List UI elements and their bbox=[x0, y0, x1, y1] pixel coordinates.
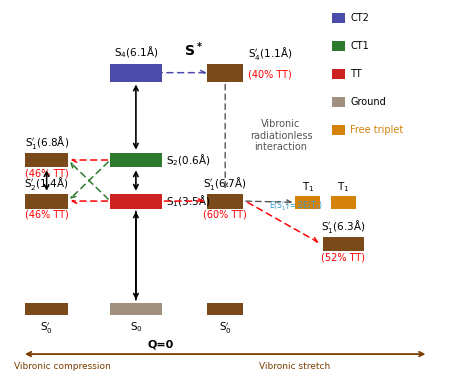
Bar bbox=[110, 194, 161, 209]
Bar bbox=[331, 68, 344, 79]
Text: TT: TT bbox=[350, 69, 361, 79]
Bar bbox=[331, 124, 344, 135]
Text: CT1: CT1 bbox=[350, 41, 368, 51]
Bar bbox=[295, 196, 319, 209]
Text: Vibronic
radiationless
interaction: Vibronic radiationless interaction bbox=[249, 119, 312, 152]
Text: (52% TT): (52% TT) bbox=[321, 253, 365, 262]
Text: CT2: CT2 bbox=[350, 13, 368, 23]
Text: S$_4$(6.1Å): S$_4$(6.1Å) bbox=[114, 44, 158, 60]
Bar bbox=[110, 64, 161, 82]
Text: Ground: Ground bbox=[350, 97, 385, 107]
Bar bbox=[110, 303, 161, 315]
Bar bbox=[207, 64, 243, 82]
Text: S$_1'$(6.3Å): S$_1'$(6.3Å) bbox=[321, 218, 365, 235]
Bar bbox=[25, 303, 68, 315]
Text: Free triplet: Free triplet bbox=[350, 125, 403, 135]
Bar bbox=[331, 97, 344, 107]
Text: Vibronic stretch: Vibronic stretch bbox=[258, 362, 329, 371]
Text: Vibronic compression: Vibronic compression bbox=[14, 362, 110, 371]
Bar bbox=[207, 194, 243, 209]
Text: (40% TT): (40% TT) bbox=[247, 70, 290, 80]
Text: S$_0'$: S$_0'$ bbox=[218, 320, 231, 336]
Bar bbox=[322, 237, 363, 252]
Text: T$_1$: T$_1$ bbox=[336, 180, 349, 194]
Text: S$_4'$(1.1Å): S$_4'$(1.1Å) bbox=[247, 45, 291, 62]
Text: S$_1'$(6.7Å): S$_1'$(6.7Å) bbox=[203, 175, 246, 192]
Bar bbox=[25, 194, 68, 209]
Bar bbox=[331, 196, 355, 209]
Text: S$_1'$(6.8Å): S$_1'$(6.8Å) bbox=[24, 134, 69, 151]
Text: (46% TT): (46% TT) bbox=[25, 168, 69, 178]
Text: $\mathbf{S^*}$: $\mathbf{S^*}$ bbox=[184, 41, 202, 59]
Bar bbox=[207, 303, 243, 315]
Text: S$_1$(3.5Å): S$_1$(3.5Å) bbox=[166, 193, 210, 209]
Text: S$_2$(0.6Å): S$_2$(0.6Å) bbox=[166, 152, 210, 168]
Text: T$_1$: T$_1$ bbox=[301, 180, 313, 194]
Text: Q=0: Q=0 bbox=[147, 339, 173, 349]
Text: E(S$_1'$)$=$2E(T$_1$): E(S$_1'$)$=$2E(T$_1$) bbox=[269, 200, 323, 213]
Bar bbox=[331, 41, 344, 51]
Text: S$_0'$: S$_0'$ bbox=[40, 320, 53, 336]
Text: (60% TT): (60% TT) bbox=[203, 210, 247, 220]
Bar bbox=[331, 12, 344, 23]
Text: S$_2'$(1.4Å): S$_2'$(1.4Å) bbox=[24, 175, 69, 192]
Text: S$_0$: S$_0$ bbox=[129, 320, 142, 334]
Bar bbox=[25, 153, 68, 167]
Text: (46% TT): (46% TT) bbox=[25, 209, 69, 219]
Bar bbox=[110, 153, 161, 167]
